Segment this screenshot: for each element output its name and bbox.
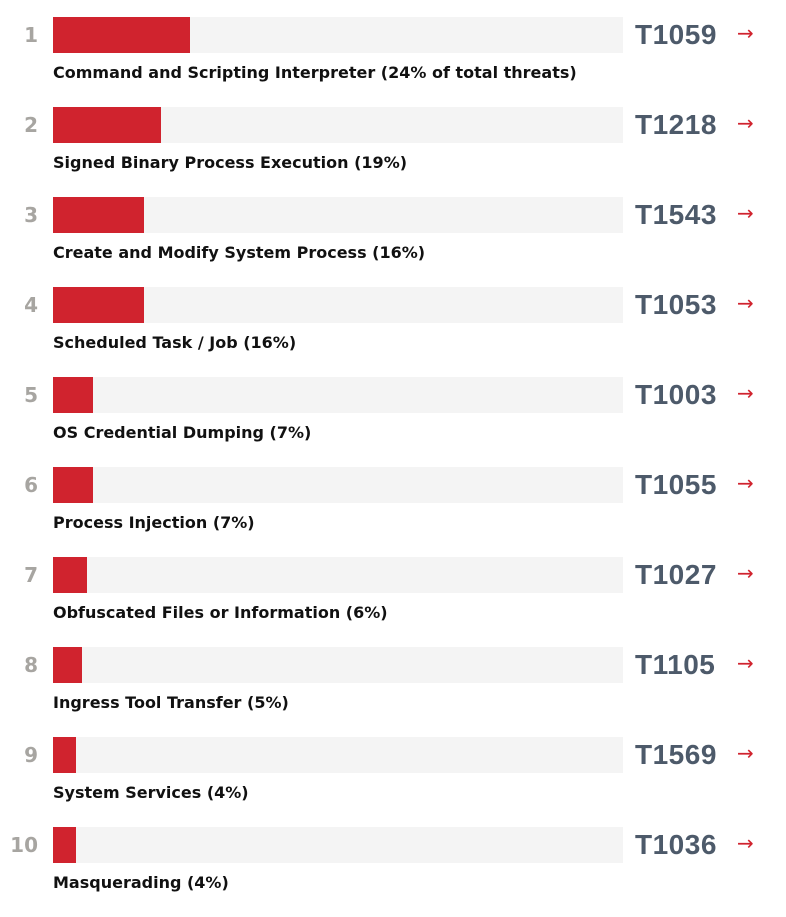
technique-code[interactable]: T1569 — [635, 739, 717, 770]
rank-number: 4 — [24, 293, 38, 317]
rank-number: 7 — [24, 563, 38, 587]
bar — [53, 737, 76, 773]
arrow-right-icon[interactable]: → — [737, 831, 754, 855]
rank-number: 10 — [10, 833, 38, 857]
technique-label: Process Injection (7%) — [53, 513, 255, 532]
technique-label: System Services (4%) — [53, 783, 249, 802]
arrow-right-icon[interactable]: → — [737, 111, 754, 135]
arrow-right-icon[interactable]: → — [737, 201, 754, 225]
bar-track — [53, 17, 623, 53]
technique-label: Obfuscated Files or Information (6%) — [53, 603, 388, 622]
arrow-right-icon[interactable]: → — [737, 471, 754, 495]
technique-label: Ingress Tool Transfer (5%) — [53, 693, 289, 712]
bar — [53, 287, 144, 323]
arrow-right-icon[interactable]: → — [737, 561, 754, 585]
rank-number: 6 — [24, 473, 38, 497]
technique-code[interactable]: T1055 — [635, 469, 717, 500]
bar-track — [53, 287, 623, 323]
bar-track — [53, 377, 623, 413]
bar-track — [53, 557, 623, 593]
bar-track — [53, 467, 623, 503]
bar-track — [53, 827, 623, 863]
technique-code[interactable]: T1036 — [635, 829, 717, 860]
bar — [53, 827, 76, 863]
technique-row: 8 T1105 → Ingress Tool Transfer (5%) — [0, 647, 786, 737]
bar — [53, 557, 87, 593]
technique-code[interactable]: T1105 — [635, 649, 716, 680]
arrow-right-icon[interactable]: → — [737, 381, 754, 405]
technique-code[interactable]: T1053 — [635, 289, 717, 320]
technique-code[interactable]: T1543 — [635, 199, 717, 230]
bar-track — [53, 737, 623, 773]
technique-row: 1 T1059 → Command and Scripting Interpre… — [0, 17, 786, 107]
technique-label: Scheduled Task / Job (16%) — [53, 333, 297, 352]
bar — [53, 197, 144, 233]
technique-row: 9 T1569 → System Services (4%) — [0, 737, 786, 827]
bar-track — [53, 197, 623, 233]
technique-label: OS Credential Dumping (7%) — [53, 423, 312, 442]
rank-number: 8 — [24, 653, 38, 677]
technique-code[interactable]: T1027 — [635, 559, 717, 590]
technique-label: Command and Scripting Interpreter (24% o… — [53, 63, 577, 82]
bar — [53, 467, 93, 503]
arrow-right-icon[interactable]: → — [737, 21, 754, 45]
bar — [53, 107, 161, 143]
technique-code[interactable]: T1003 — [635, 379, 717, 410]
technique-label: Signed Binary Process Execution (19%) — [53, 153, 408, 172]
rank-number: 5 — [24, 383, 38, 407]
bar-track — [53, 647, 623, 683]
rank-number: 9 — [24, 743, 38, 767]
rank-number: 1 — [24, 23, 38, 47]
arrow-right-icon[interactable]: → — [737, 291, 754, 315]
technique-row: 5 T1003 → OS Credential Dumping (7%) — [0, 377, 786, 467]
technique-code[interactable]: T1059 — [635, 19, 717, 50]
technique-row: 7 T1027 → Obfuscated Files or Informatio… — [0, 557, 786, 647]
technique-row: 10 T1036 → Masquerading (4%) — [0, 827, 786, 917]
technique-row: 4 T1053 → Scheduled Task / Job (16%) — [0, 287, 786, 377]
arrow-right-icon[interactable]: → — [737, 741, 754, 765]
technique-code[interactable]: T1218 — [635, 109, 717, 140]
bar — [53, 377, 93, 413]
technique-label: Masquerading (4%) — [53, 873, 229, 892]
rank-number: 2 — [24, 113, 38, 137]
technique-row: 2 T1218 → Signed Binary Process Executio… — [0, 107, 786, 197]
bar-track — [53, 107, 623, 143]
bar — [53, 17, 190, 53]
rank-number: 3 — [24, 203, 38, 227]
arrow-right-icon[interactable]: → — [737, 651, 754, 675]
technique-label: Create and Modify System Process (16%) — [53, 243, 426, 262]
technique-row: 6 T1055 → Process Injection (7%) — [0, 467, 786, 557]
bar — [53, 647, 82, 683]
technique-row: 3 T1543 → Create and Modify System Proce… — [0, 197, 786, 287]
